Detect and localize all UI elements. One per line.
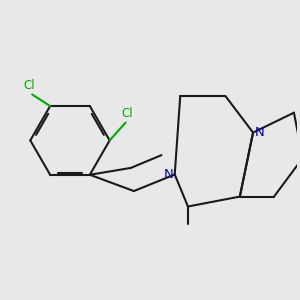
- Text: Cl: Cl: [121, 107, 133, 120]
- Text: N: N: [255, 126, 264, 139]
- Text: N: N: [164, 168, 174, 181]
- Text: Cl: Cl: [24, 79, 35, 92]
